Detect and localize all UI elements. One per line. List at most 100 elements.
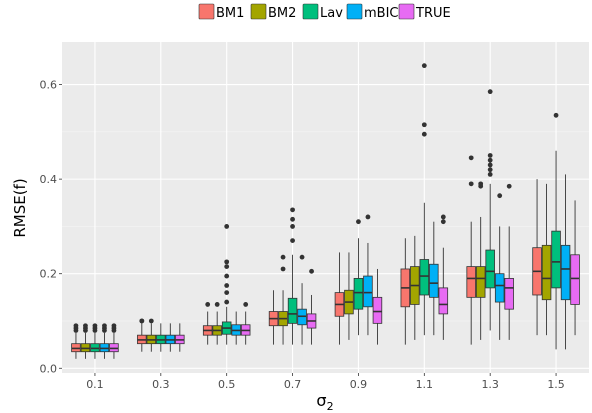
outlier-point [421, 122, 427, 128]
legend-label-true: TRUE [415, 6, 451, 21]
legend-key-true [398, 3, 415, 20]
legend-label-bm2: BM2 [268, 6, 296, 21]
outlier-point [83, 323, 88, 329]
x-tick-label: 0.5 [218, 378, 236, 391]
box-bm2-1.1 [410, 235, 420, 340]
x-tick-label: 0.7 [284, 378, 302, 391]
box-body [570, 254, 580, 305]
outlier-point [497, 193, 503, 199]
box-bm2-0.9 [344, 252, 354, 340]
y-axis-title: RMSE(f) [11, 178, 29, 237]
outlier-point [224, 259, 230, 265]
legend-item-mbic: mBIC [346, 3, 399, 21]
outlier-point [487, 157, 493, 163]
box-body [363, 275, 373, 308]
legend-key-bm2 [250, 3, 267, 20]
plot-panel [62, 42, 589, 373]
box-bm1-0.7 [268, 290, 279, 345]
outlier-point [365, 214, 371, 220]
box-true-0.3 [175, 323, 185, 352]
box-bm1-0.1 [71, 323, 81, 359]
y-tick-label: 0.2 [40, 268, 58, 281]
legend-item-bm2: BM2 [250, 3, 296, 21]
box-body [504, 278, 514, 310]
outlier-point [421, 131, 427, 137]
box-true-0.1 [109, 323, 119, 359]
box-true-0.5 [240, 302, 251, 345]
outlier-point [205, 302, 211, 307]
box-body [287, 297, 298, 324]
box-body [429, 263, 439, 298]
box-bm2-0.7 [278, 254, 288, 345]
box-lav-0.9 [353, 219, 364, 336]
box-mbic-1.1 [429, 221, 439, 336]
outlier-point [487, 153, 493, 158]
outlier-point [111, 323, 117, 329]
x-tick-label: 1.1 [416, 378, 434, 391]
outlier-point [290, 216, 295, 222]
box-body [372, 296, 383, 324]
box-bm1-1.1 [400, 238, 411, 345]
box-mbic-1.5 [560, 174, 571, 350]
box-body [475, 266, 486, 298]
outlier-point [148, 318, 154, 324]
box-mbic-0.9 [363, 214, 373, 336]
box-body [551, 230, 561, 289]
box-plots [71, 63, 580, 359]
box-body [494, 273, 505, 303]
outlier-point [92, 323, 98, 329]
x-tick-label: 0.1 [86, 378, 104, 391]
legend-label-bm1: BM1 [216, 6, 244, 21]
box-bm2-0.5 [212, 302, 222, 345]
outlier-point [224, 290, 230, 296]
box-body [438, 287, 449, 315]
legend-item-bm1: BM1 [198, 3, 244, 21]
legend-item-lav: Lav [302, 3, 343, 21]
x-axis-title-subscript: 2 [327, 400, 334, 413]
outlier-point [487, 89, 493, 95]
outlier-point [506, 183, 512, 189]
outlier-point [468, 155, 474, 161]
box-mbic-0.3 [165, 323, 176, 352]
y-tick-label: 0.0 [40, 362, 58, 375]
box-body [419, 259, 430, 296]
box-true-1.3 [504, 183, 514, 340]
box-lav-0.7 [287, 207, 298, 345]
outlier-point [214, 302, 220, 307]
box-mbic-0.1 [99, 323, 110, 359]
outlier-point [139, 318, 145, 324]
box-true-1.1 [438, 214, 449, 340]
legend-label-mbic: mBIC [364, 6, 399, 21]
outlier-point [224, 299, 230, 305]
box-body [560, 244, 571, 301]
outlier-point [224, 283, 230, 288]
outlier-point [309, 268, 314, 274]
legend-item-true: TRUE [398, 3, 451, 21]
legend-label-lav: Lav [320, 6, 343, 21]
legend-key-bm1 [198, 3, 215, 20]
x-axis-ticks: 0.1 0.3 0.5 0.7 0.9 1.1 1.3 1.5 [86, 373, 565, 391]
box-bm1-0.5 [202, 302, 213, 345]
box-true-0.9 [372, 268, 383, 345]
x-axis-title: σ2 [316, 391, 333, 413]
outlier-point [224, 264, 230, 270]
outlier-point [421, 63, 427, 69]
y-tick-label: 0.4 [40, 173, 58, 186]
outlier-point [478, 181, 484, 187]
outlier-point [553, 112, 559, 118]
outlier-point [102, 323, 107, 329]
box-true-0.7 [306, 268, 317, 345]
y-axis-ticks: 0.0 0.2 0.4 0.6 [40, 79, 62, 375]
outlier-point [487, 167, 493, 173]
outlier-point [356, 219, 361, 225]
box-mbic-0.7 [297, 254, 307, 345]
box-bm1-1.3 [466, 155, 476, 345]
outlier-point [440, 219, 446, 225]
box-body [541, 244, 552, 301]
box-mbic-1.3 [494, 193, 505, 340]
box-body [466, 266, 476, 298]
outlier-point [487, 172, 493, 177]
box-bm2-0.1 [80, 323, 91, 359]
legend: BM1 BM2 Lav mBIC TRUE [198, 3, 451, 21]
